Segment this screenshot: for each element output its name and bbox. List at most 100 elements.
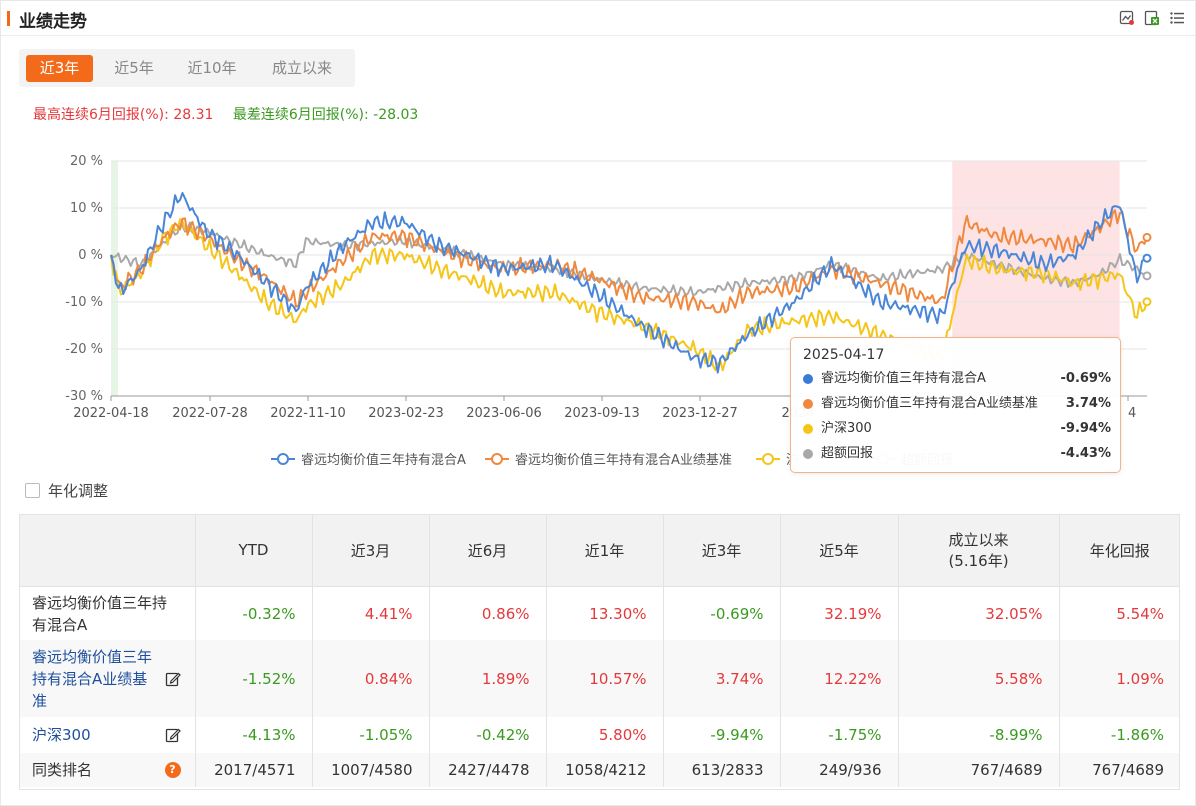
tooltip-series-name: 睿远均衡价值三年持有混合A业绩基准 [821, 396, 1038, 411]
table-cell: -0.42% [429, 717, 547, 753]
table-cell: -1.75% [780, 717, 899, 753]
annualize-checkbox[interactable] [25, 483, 40, 498]
table-cell: 5.54% [1059, 586, 1180, 640]
table-cell: 13.30% [546, 586, 664, 640]
table-cell: 767/4689 [1059, 753, 1180, 787]
table-header-cell: 近3年 [663, 514, 781, 587]
chart-image-icon[interactable] [1119, 10, 1135, 26]
legend-swatch-marker [277, 453, 289, 465]
table-cell: 767/4689 [898, 753, 1060, 787]
table-cell: 249/936 [780, 753, 899, 787]
panel-header: 业绩走势 [1, 1, 1195, 36]
row-name-text: 准 [32, 691, 48, 710]
edit-icon[interactable] [165, 671, 181, 687]
table-cell: -4.13% [195, 717, 313, 753]
legend-swatch-marker [491, 453, 503, 465]
series-end-marker [1142, 297, 1152, 307]
row-name-cell[interactable]: 睿远均衡价值三年 持有混合A业绩基准 [19, 640, 196, 717]
series-dot [803, 449, 813, 459]
legend-swatch-marker [762, 453, 774, 465]
table-row: 沪深300 -4.13% -1.05% -0.42% 5.80% -9.94% -1.75%… [19, 717, 1180, 753]
row-name-text: 同类排名 [32, 761, 93, 779]
table-cell: 1058/4212 [546, 753, 664, 787]
table-header-cell: 近6月 [429, 514, 547, 587]
tooltip-row: 超额回报 -4.43% [803, 444, 1111, 464]
header-text: 近3年 [701, 541, 742, 560]
tooltip-row: 睿远均衡价值三年持有混合A业绩基准 3.74% [803, 394, 1111, 414]
table-cell: -1.52% [195, 640, 313, 717]
question-icon[interactable]: ? [164, 762, 181, 778]
table-cell: 1.89% [429, 640, 547, 717]
series-end-marker [1142, 271, 1152, 281]
best-6m-label: 最高连续6月回报(%): [33, 107, 169, 123]
row-name-text: 睿远均衡价值三年 [32, 647, 153, 666]
panel-title: 业绩走势 [19, 12, 87, 32]
tooltip-series-value: -9.94% [1060, 421, 1112, 436]
series-line [110, 192, 1148, 374]
x-tick-label: 2022-04-18 [73, 406, 149, 421]
x-tick-label: 2022-07-28 [172, 406, 248, 421]
list-menu-icon[interactable] [1169, 10, 1185, 26]
header-text: YTD [238, 541, 269, 559]
table-header-cell: 成立以来 (5.16年) [898, 514, 1060, 587]
header-text: (5.16年) [948, 552, 1009, 570]
header-text: 年化回报 [1089, 541, 1150, 560]
x-tick-label: 4 [1128, 406, 1136, 421]
x-tick-label: 2023-06-06 [466, 406, 542, 421]
worst-6m-label: 最差连续6月回报(%): [232, 107, 369, 123]
table-header-cell: 近5年 [780, 514, 899, 587]
y-tick-label: -20 % [65, 342, 103, 357]
row-name-cell: 睿远均衡价值三年持 有混合A [19, 586, 196, 640]
table-cell: 3.74% [663, 640, 781, 717]
table-row: 睿远均衡价值三年 持有混合A业绩基准 -1.52% 0.84% 1.89% 10.57% 3… [19, 640, 1180, 717]
table-cell: 32.19% [780, 586, 899, 640]
table-cell: -0.32% [195, 586, 313, 640]
header-text: 近5年 [819, 541, 859, 560]
row-name-text: 沪深300 [32, 726, 91, 744]
return-stats: 最高连续6月回报(%): 28.31 最差连续6月回报(%): -28.03 [33, 104, 418, 124]
table-cell: -1.86% [1059, 717, 1180, 753]
period-tabs: 近3年 近5年 近10年 成立以来 [19, 49, 355, 87]
tab-10y[interactable]: 近10年 [187, 59, 237, 77]
table-cell: -9.94% [663, 717, 781, 753]
y-tick-label: 0 % [78, 248, 103, 263]
table-header-cell: 近3月 [312, 514, 430, 587]
performance-table: YTD 近3月 近6月 近1年 近3年 近5年 成立以来 (5.16年) 年化回报 睿远均衡价值… [19, 514, 1180, 787]
annualize-toggle[interactable]: 年化调整 [25, 480, 108, 501]
tooltip-row: 沪深300 -9.94% [803, 419, 1111, 439]
x-tick-label: 2022-11-10 [270, 406, 346, 421]
edit-icon[interactable] [165, 727, 181, 743]
table-cell: 1007/4580 [312, 753, 430, 787]
tooltip-series-name: 沪深300 [821, 421, 872, 436]
table-cell: 0.84% [312, 640, 430, 717]
tooltip-series-value: 3.74% [1065, 396, 1111, 411]
y-tick-label: -10 % [65, 295, 103, 310]
tooltip-date: 2025-04-17 [803, 347, 885, 363]
excel-export-icon[interactable] [1144, 10, 1160, 26]
y-tick-label: -30 % [65, 389, 103, 404]
row-name-cell[interactable]: 沪深300 [19, 717, 196, 753]
x-tick-label: 2023-02-23 [368, 406, 444, 421]
tab-5y[interactable]: 近5年 [114, 59, 154, 77]
tab-since-inception[interactable]: 成立以来 [271, 59, 332, 77]
table-cell: 12.22% [780, 640, 899, 717]
header-text: 成立以来 [948, 531, 1009, 549]
table-row: 睿远均衡价值三年持 有混合A -0.32% 4.41% 0.86% 13.30% -0.69… [19, 586, 1180, 640]
series-end-marker [1142, 232, 1152, 242]
tab-3y[interactable]: 近3年 [26, 55, 93, 82]
series-line [110, 218, 1148, 372]
row-name-text: 睿远均衡价值三年持 [32, 593, 168, 612]
series-line [110, 209, 1148, 314]
table-row: 同类排名? 2017/4571 1007/4580 2427/4478 1058/421… [19, 753, 1180, 787]
tooltip-series-value: -4.43% [1060, 446, 1112, 461]
series-dot [803, 374, 813, 384]
header-text: 近1年 [584, 541, 625, 560]
series-dot [803, 399, 813, 409]
table-header-cell: 近1年 [546, 514, 664, 587]
table-cell: 10.57% [546, 640, 664, 717]
table-header-row: YTD 近3月 近6月 近1年 近3年 近5年 成立以来 (5.16年) 年化回报 [19, 514, 1180, 587]
tooltip-series-value: -0.69% [1060, 371, 1112, 386]
table-cell: 0.86% [429, 586, 547, 640]
title-accent-bar [7, 11, 10, 26]
tooltip-row: 睿远均衡价值三年持有混合A -0.69% [803, 369, 1111, 389]
